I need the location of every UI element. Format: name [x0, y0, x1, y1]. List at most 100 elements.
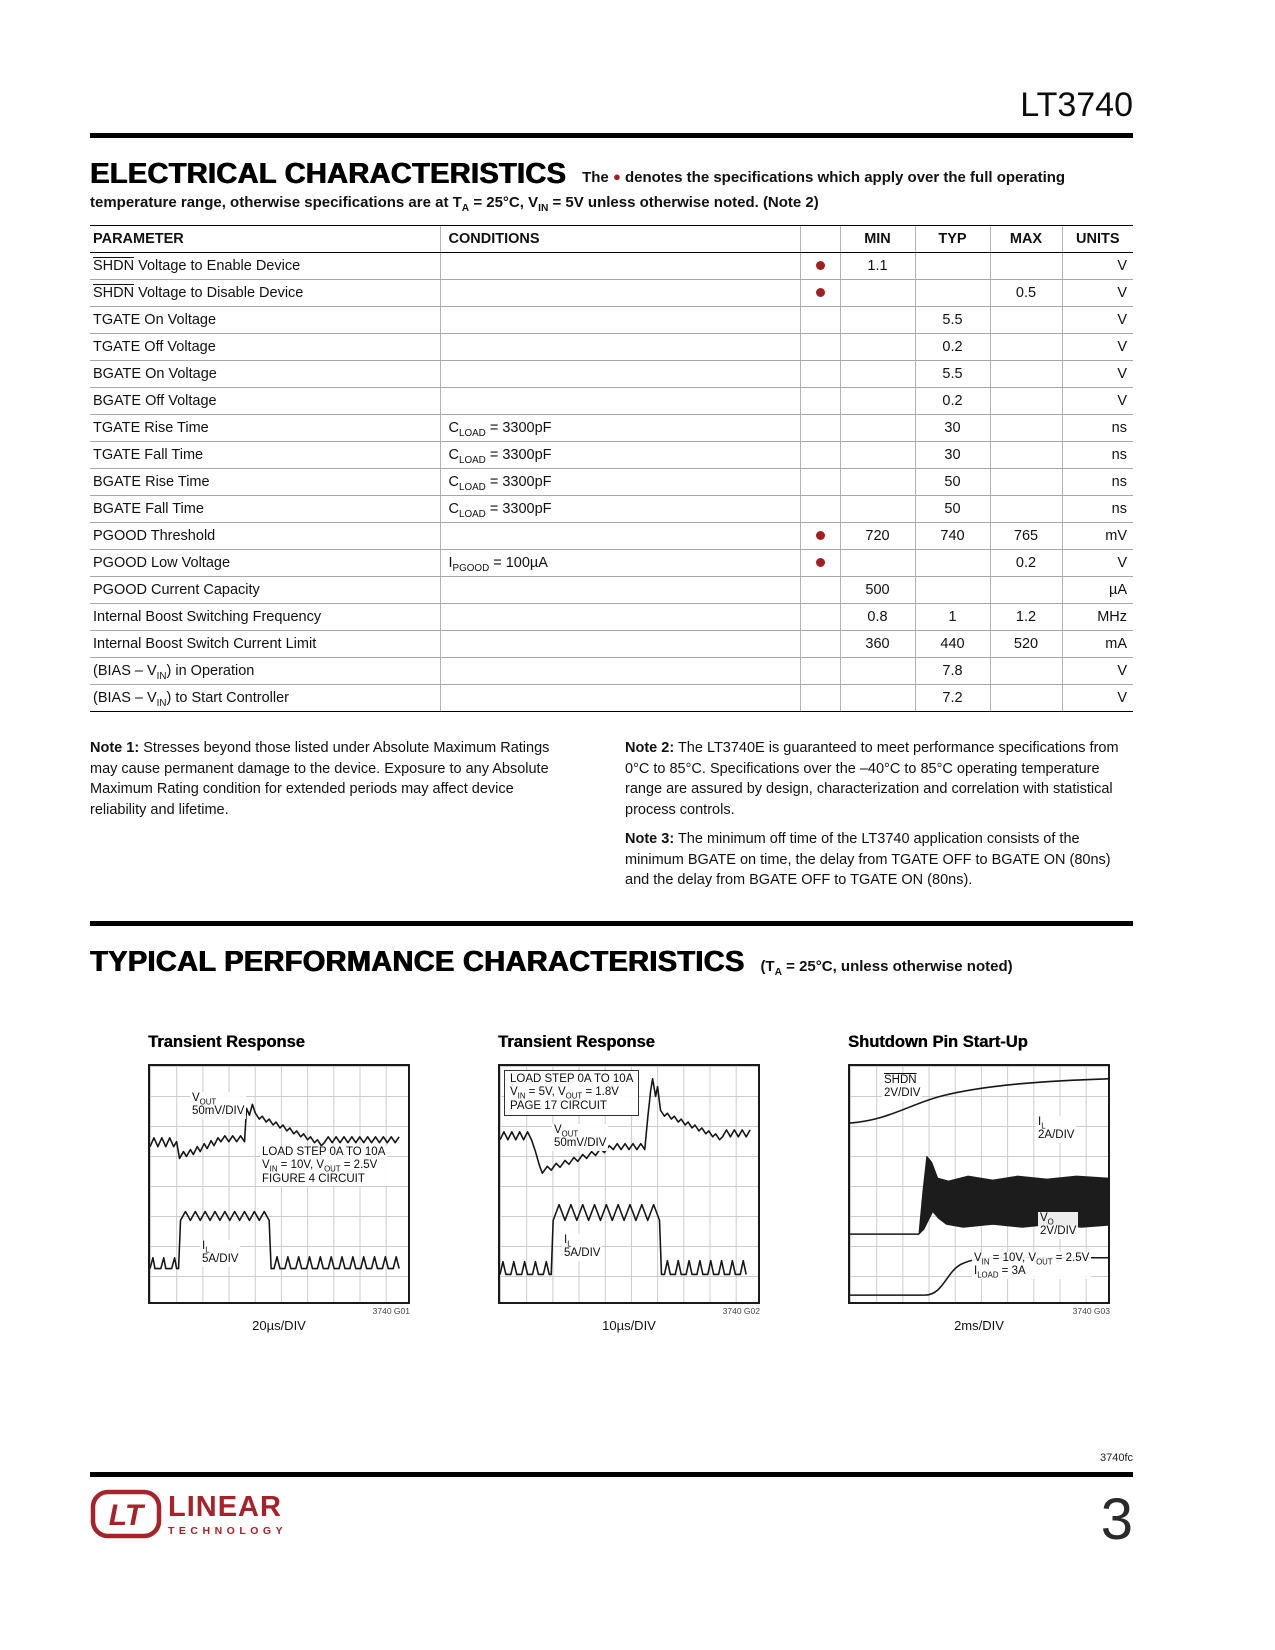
- full-range-dot-cell: [799, 279, 840, 307]
- vout-waveform: [500, 1077, 751, 1174]
- parameter-cell: Internal Boost Switch Current Limit: [90, 630, 440, 658]
- max-cell: 1.2: [989, 603, 1062, 631]
- col-header-min: MIN: [839, 225, 915, 253]
- parameter-cell: TGATE Fall Time: [90, 441, 440, 469]
- conditions-cell: [439, 522, 800, 550]
- table-row: PGOOD Threshold 720 740 765 mV: [90, 522, 1133, 550]
- units-cell: V: [1061, 333, 1133, 361]
- table-row: BGATE Rise Time CLOAD = 3300pF 50 ns: [90, 468, 1133, 496]
- typ-cell: 30: [914, 441, 990, 469]
- conditions-cell: [439, 306, 800, 334]
- note-1: Note 1: Stresses beyond those listed und…: [90, 738, 568, 820]
- note-2-label: Note 2:: [625, 740, 675, 756]
- table-row: PGOOD Low Voltage IPGOOD = 100µA 0.2 V: [90, 549, 1133, 577]
- min-cell: 360: [839, 630, 915, 658]
- typ-cell: 0.2: [914, 387, 990, 415]
- full-range-dot-cell: [799, 522, 840, 550]
- full-range-dot: [815, 531, 825, 540]
- min-cell: [839, 387, 915, 415]
- max-cell: 0.2: [989, 549, 1062, 577]
- lt-logo-mark: LT: [90, 1489, 162, 1539]
- conditions-cell: [439, 684, 800, 712]
- max-cell: [989, 333, 1062, 361]
- typ-cell: 30: [914, 414, 990, 442]
- conditions-cell: [439, 360, 800, 388]
- il-scale-label: IL 5A/DIV: [562, 1233, 603, 1261]
- full-range-dot-cell: [799, 306, 840, 334]
- conditions-cell: [439, 387, 800, 415]
- units-cell: ns: [1061, 441, 1133, 469]
- note-3-text: The minimum off time of the LT3740 appli…: [625, 831, 1111, 888]
- footer-rule: [90, 1472, 1133, 1477]
- full-range-dot: [815, 288, 825, 297]
- units-cell: V: [1061, 252, 1133, 280]
- min-cell: [839, 441, 915, 469]
- max-cell: [989, 414, 1062, 442]
- units-cell: µA: [1061, 576, 1133, 604]
- min-cell: 0.8: [839, 603, 915, 631]
- linear-technology-logo: LT LINEAR TECHNOLOGY: [90, 1489, 287, 1539]
- max-cell: [989, 657, 1062, 685]
- parameter-cell: BGATE Fall Time: [90, 495, 440, 523]
- typ-cell: 440: [914, 630, 990, 658]
- vout-scale-label: VOUT 50mV/DIV: [190, 1091, 247, 1119]
- table-row: (BIAS – VIN) in Operation 7.8 V: [90, 657, 1133, 685]
- plot-title: Transient Response: [498, 1032, 655, 1051]
- conditions-cell: [439, 657, 800, 685]
- waveform-svg: [150, 1103, 400, 1269]
- section-divider-rule: [90, 920, 1133, 926]
- table-row: TGATE On Voltage 5.5 V: [90, 306, 1133, 334]
- notes-block: Note 1: Stresses beyond those listed und…: [90, 738, 1133, 891]
- max-cell: [989, 306, 1062, 334]
- max-cell: [989, 387, 1062, 415]
- conditions-annotation: VIN = 10V, VOUT = 2.5V ILOAD = 3A: [972, 1251, 1092, 1280]
- time-per-div-label: 10µs/DIV: [602, 1317, 656, 1333]
- min-cell: [839, 279, 915, 307]
- table-row: PGOOD Current Capacity 500 µA: [90, 576, 1133, 604]
- min-cell: [839, 414, 915, 442]
- full-range-dot-cell: [799, 252, 840, 280]
- min-cell: [839, 549, 915, 577]
- max-cell: 765: [989, 522, 1062, 550]
- table-row: Internal Boost Switching Frequency 0.8 1…: [90, 603, 1133, 631]
- full-range-dot: [815, 558, 825, 567]
- il-scale-label: IL 2A/DIV: [1036, 1115, 1077, 1143]
- max-cell: [989, 360, 1062, 388]
- min-cell: 1.1: [839, 252, 915, 280]
- note-2: Note 2: The LT3740E is guaranteed to mee…: [625, 738, 1133, 820]
- max-cell: 520: [989, 630, 1062, 658]
- typ-cell: 0.2: [914, 333, 990, 361]
- full-range-dot-cell: [799, 387, 840, 415]
- min-cell: [839, 360, 915, 388]
- masthead: LT3740: [90, 0, 1133, 125]
- table-row: SHDN Voltage to Disable Device 0.5 V: [90, 279, 1133, 307]
- graph-id: 3740 G01: [372, 1305, 410, 1316]
- max-cell: [989, 252, 1062, 280]
- units-cell: V: [1061, 657, 1133, 685]
- col-header-max: MAX: [989, 225, 1062, 253]
- units-cell: mA: [1061, 630, 1133, 658]
- parameter-cell: SHDN Voltage to Disable Device: [90, 279, 440, 307]
- part-number: LT3740: [1020, 86, 1133, 124]
- parameter-cell: BGATE Off Voltage: [90, 387, 440, 415]
- page-number: 3: [1100, 1487, 1133, 1552]
- table-row: BGATE Fall Time CLOAD = 3300pF 50 ns: [90, 495, 1133, 523]
- section-title-typical: TYPICAL PERFORMANCE CHARACTERISTICS: [90, 945, 745, 978]
- oscilloscope-graticule: SHDN 2V/DIV IL 2A/DIV VO 2V/DIV VIN = 10V, …: [848, 1063, 1110, 1304]
- full-range-dot-cell: [799, 333, 840, 361]
- conditions-cell: CLOAD = 3300pF: [439, 468, 800, 496]
- typ-cell: 5.5: [914, 360, 990, 388]
- conditions-cell: CLOAD = 3300pF: [439, 414, 800, 442]
- oscilloscope-graticule: LOAD STEP 0A TO 10A VIN = 5V, VOUT = 1.8V…: [498, 1063, 760, 1304]
- oscilloscope-graticule: VOUT 50mV/DIV LOAD STEP 0A TO 10A VIN = 10…: [148, 1063, 410, 1304]
- table-header-row: PARAMETER CONDITIONS MIN TYP MAX UNITS: [90, 225, 1133, 253]
- units-cell: V: [1061, 279, 1133, 307]
- units-cell: V: [1061, 306, 1133, 334]
- full-range-dot-cell: [799, 630, 840, 658]
- table-row: TGATE Rise Time CLOAD = 3300pF 30 ns: [90, 414, 1133, 442]
- full-range-dot-cell: [799, 684, 840, 712]
- conditions-cell: [439, 252, 800, 280]
- full-range-dot: [815, 261, 825, 270]
- parameter-cell: SHDN Voltage to Enable Device: [90, 252, 440, 280]
- min-cell: 720: [839, 522, 915, 550]
